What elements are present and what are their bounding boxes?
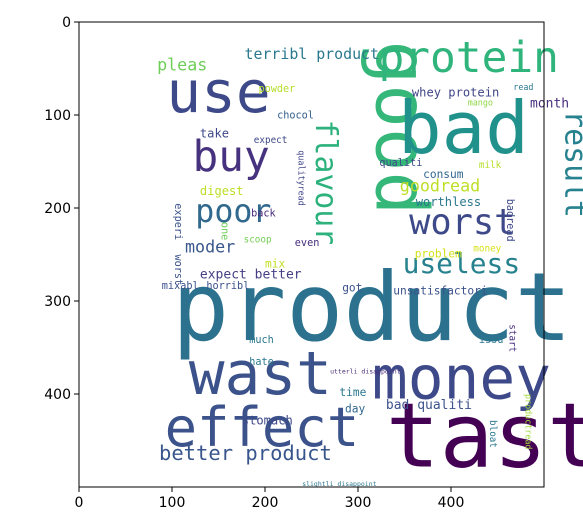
word-protein: protein bbox=[379, 33, 559, 83]
word-utterli-disappoint: utterli disappoint bbox=[330, 368, 401, 376]
word-money: money bbox=[372, 345, 551, 414]
word-time: time bbox=[339, 386, 366, 399]
word-goodread: goodread bbox=[400, 175, 480, 195]
word-expect-better: expect better bbox=[200, 268, 302, 283]
word-buy: buy bbox=[193, 132, 270, 182]
word-tast: tast bbox=[386, 385, 583, 489]
word-unsatisfactori: unsatisfactori bbox=[393, 285, 487, 298]
word-good: good bbox=[359, 41, 443, 216]
word-scoop: scoop bbox=[244, 234, 272, 245]
y-tick-label: 100 bbox=[44, 108, 71, 124]
word-bad-qualiti: bad qualiti bbox=[386, 398, 472, 413]
word-use: use bbox=[166, 58, 270, 126]
word-product: product bbox=[172, 253, 572, 363]
word-result: result bbox=[557, 110, 583, 218]
y-tick-label: 400 bbox=[44, 387, 71, 403]
word-flavour: flavour bbox=[308, 120, 343, 246]
word-bad: bad bbox=[398, 87, 529, 171]
word-qualiti: qualiti bbox=[379, 158, 422, 169]
word-worst: worst bbox=[409, 202, 515, 243]
word-issu: issu bbox=[479, 335, 504, 346]
word-chocol: chocol bbox=[277, 111, 314, 122]
word-experi: experi bbox=[172, 203, 183, 240]
word-useless: useless bbox=[403, 247, 521, 280]
word-milk: milk bbox=[479, 160, 502, 171]
plot-frame bbox=[78, 21, 545, 488]
word-slightli-disappoint: slightli disappoint bbox=[302, 480, 376, 488]
word-mixabl: mixabl bbox=[162, 281, 199, 292]
x-tick-label: 400 bbox=[438, 495, 465, 511]
x-tick-label: 300 bbox=[345, 495, 372, 511]
word-digest: digest bbox=[200, 184, 244, 198]
word-poor: poor bbox=[195, 194, 271, 230]
word-pleas: pleas bbox=[157, 54, 207, 74]
word-money: money bbox=[473, 244, 501, 255]
word-problem: problem bbox=[415, 247, 462, 260]
word-qualityread: qualityread bbox=[297, 150, 307, 205]
x-axis: 0 100 200 300 400 bbox=[75, 487, 465, 511]
word-badread: badread bbox=[504, 199, 515, 242]
y-tick-label: 0 bbox=[62, 15, 71, 31]
word-worst: worst bbox=[172, 255, 183, 286]
word-effect: effect bbox=[165, 396, 360, 459]
word-moder: moder bbox=[185, 237, 235, 257]
word-mango: mango bbox=[468, 98, 493, 108]
plot-background bbox=[79, 22, 544, 487]
word-much: much bbox=[249, 335, 274, 346]
word-horribl: horribl bbox=[206, 281, 249, 292]
y-tick-label: 200 bbox=[44, 201, 71, 217]
word-month: month bbox=[530, 97, 569, 112]
word-bloat: bloat bbox=[487, 420, 498, 448]
word-terribl-product: terribl product bbox=[245, 45, 379, 63]
x-tick-label: 0 bbox=[75, 495, 84, 511]
word-better-product: better product bbox=[159, 441, 332, 465]
word-back: back bbox=[251, 208, 276, 219]
y-tick-label: 300 bbox=[44, 294, 71, 310]
word-one: one bbox=[218, 222, 229, 240]
word-got: got bbox=[342, 282, 362, 295]
x-tick-label: 100 bbox=[159, 495, 186, 511]
x-tick-label: 200 bbox=[252, 495, 279, 511]
word-hate: hate bbox=[249, 357, 274, 368]
word-expect: expect bbox=[254, 135, 288, 146]
word-start: start bbox=[507, 324, 518, 352]
word-productread: productread bbox=[523, 394, 533, 449]
word-wast: wast bbox=[189, 340, 332, 409]
word-day: day bbox=[345, 403, 365, 416]
word-worthless: worthless bbox=[416, 195, 482, 209]
word-even: even bbox=[295, 238, 320, 249]
word-whey-protein: whey protein bbox=[412, 85, 499, 99]
word-powder: powder bbox=[259, 84, 296, 95]
word-mix: mix bbox=[265, 258, 285, 271]
word-stomach: stomach bbox=[242, 414, 293, 428]
word-take: take bbox=[200, 126, 229, 140]
y-axis: 0 100 200 300 400 bbox=[44, 15, 79, 403]
word-consum: consum bbox=[423, 168, 464, 181]
word-read: read bbox=[513, 82, 533, 92]
